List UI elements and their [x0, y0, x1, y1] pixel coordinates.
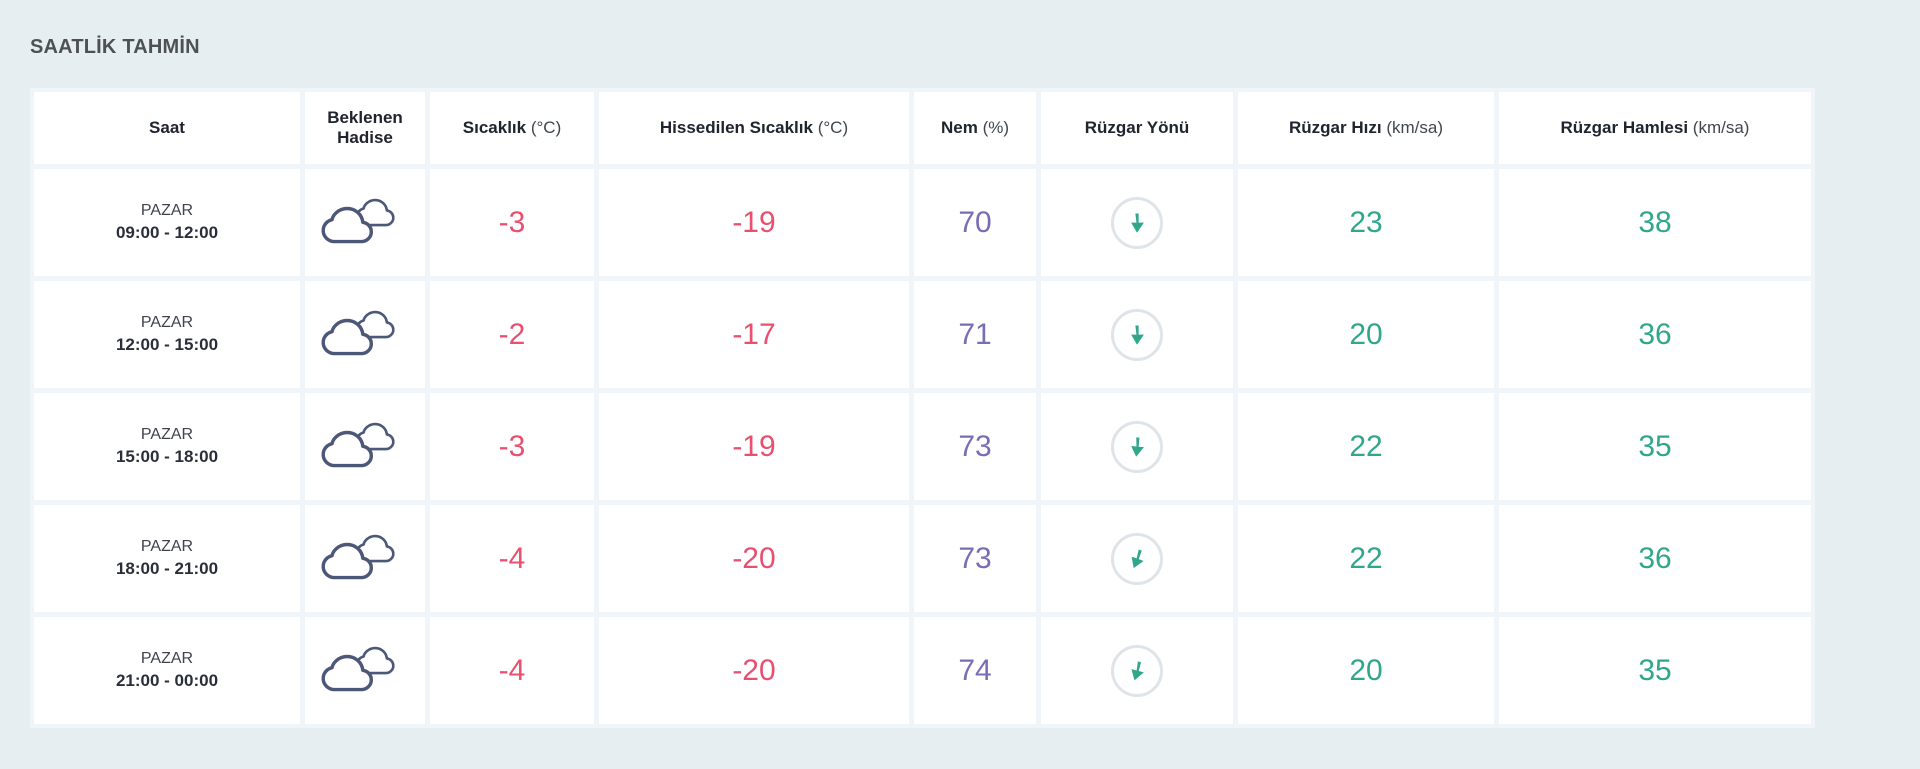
condition-cell: [305, 393, 425, 500]
mostly-cloudy-icon: [321, 419, 409, 475]
wind-direction-indicator: [1111, 532, 1163, 585]
mostly-cloudy-icon: [321, 195, 409, 251]
column-header-sicaklik: Sıcaklık (°C): [430, 92, 594, 164]
humidity-value: 73: [914, 505, 1036, 612]
feels-like-value: -17: [599, 281, 909, 388]
column-header-ruzgar-hamlesi: Rüzgar Hamlesi (km/sa): [1499, 92, 1811, 164]
column-header-ruzgar-hizi: Rüzgar Hızı (km/sa): [1238, 92, 1494, 164]
mostly-cloudy-icon: [321, 531, 409, 587]
time-cell: PAZAR 18:00 - 21:00: [34, 505, 300, 612]
column-header-ruzgar-yonu: Rüzgar Yönü: [1041, 92, 1233, 164]
wind-gust-value: 35: [1499, 617, 1811, 724]
condition-cell: [305, 617, 425, 724]
mostly-cloudy-icon: [321, 307, 409, 363]
humidity-value: 70: [914, 169, 1036, 276]
wind-direction-arrow-icon: [1120, 542, 1153, 575]
wind-gust-value: 35: [1499, 393, 1811, 500]
day-label: PAZAR: [140, 650, 194, 668]
wind-gust-value: 38: [1499, 169, 1811, 276]
time-cell: PAZAR 21:00 - 00:00: [34, 617, 300, 724]
wind-direction-indicator: [1111, 196, 1163, 249]
feels-like-value: -20: [599, 505, 909, 612]
wind-gust-value: 36: [1499, 281, 1811, 388]
column-header-beklenen-hadise: Beklenen Hadise: [305, 92, 425, 164]
wind-direction-cell: [1041, 169, 1233, 276]
wind-speed-value: 23: [1238, 169, 1494, 276]
temperature-value: -3: [430, 393, 594, 500]
time-cell: PAZAR 15:00 - 18:00: [34, 393, 300, 500]
wind-speed-value: 20: [1238, 281, 1494, 388]
day-label: PAZAR: [140, 426, 194, 444]
time-cell: PAZAR 09:00 - 12:00: [34, 169, 300, 276]
wind-speed-value: 22: [1238, 505, 1494, 612]
time-range: 09:00 - 12:00: [115, 222, 219, 242]
wind-direction-indicator: [1111, 308, 1163, 361]
day-label: PAZAR: [140, 538, 194, 556]
feels-like-value: -19: [599, 393, 909, 500]
time-range: 15:00 - 18:00: [115, 446, 219, 466]
day-label: PAZAR: [140, 202, 194, 220]
humidity-value: 71: [914, 281, 1036, 388]
wind-gust-value: 36: [1499, 505, 1811, 612]
temperature-value: -3: [430, 169, 594, 276]
page-title: SAATLİK TAHMİN: [30, 36, 200, 58]
humidity-value: 74: [914, 617, 1036, 724]
temperature-value: -2: [430, 281, 594, 388]
time-cell: PAZAR 12:00 - 15:00: [34, 281, 300, 388]
wind-direction-arrow-icon: [1124, 322, 1150, 348]
time-range: 18:00 - 21:00: [115, 558, 219, 578]
column-header-nem: Nem (%): [914, 92, 1036, 164]
hourly-forecast-table: Saat Beklenen Hadise Sıcaklık (°C) Hisse…: [30, 88, 1815, 728]
column-header-hissedilen-sicaklik: Hissedilen Sıcaklık (°C): [599, 92, 909, 164]
wind-direction-arrow-icon: [1123, 432, 1151, 460]
wind-direction-indicator: [1111, 644, 1163, 697]
temperature-value: -4: [430, 505, 594, 612]
wind-direction-indicator: [1111, 420, 1163, 473]
condition-cell: [305, 281, 425, 388]
wind-direction-arrow-icon: [1124, 210, 1150, 236]
feels-like-value: -20: [599, 617, 909, 724]
mostly-cloudy-icon: [321, 643, 409, 699]
condition-cell: [305, 169, 425, 276]
time-range: 21:00 - 00:00: [115, 670, 219, 690]
column-header-saat: Saat: [34, 92, 300, 164]
condition-cell: [305, 505, 425, 612]
time-range: 12:00 - 15:00: [115, 334, 219, 354]
wind-direction-cell: [1041, 393, 1233, 500]
wind-direction-arrow-icon: [1121, 655, 1153, 687]
feels-like-value: -19: [599, 169, 909, 276]
wind-direction-cell: [1041, 617, 1233, 724]
wind-speed-value: 22: [1238, 393, 1494, 500]
humidity-value: 73: [914, 393, 1036, 500]
wind-direction-cell: [1041, 281, 1233, 388]
temperature-value: -4: [430, 617, 594, 724]
wind-speed-value: 20: [1238, 617, 1494, 724]
day-label: PAZAR: [140, 314, 194, 332]
wind-direction-cell: [1041, 505, 1233, 612]
